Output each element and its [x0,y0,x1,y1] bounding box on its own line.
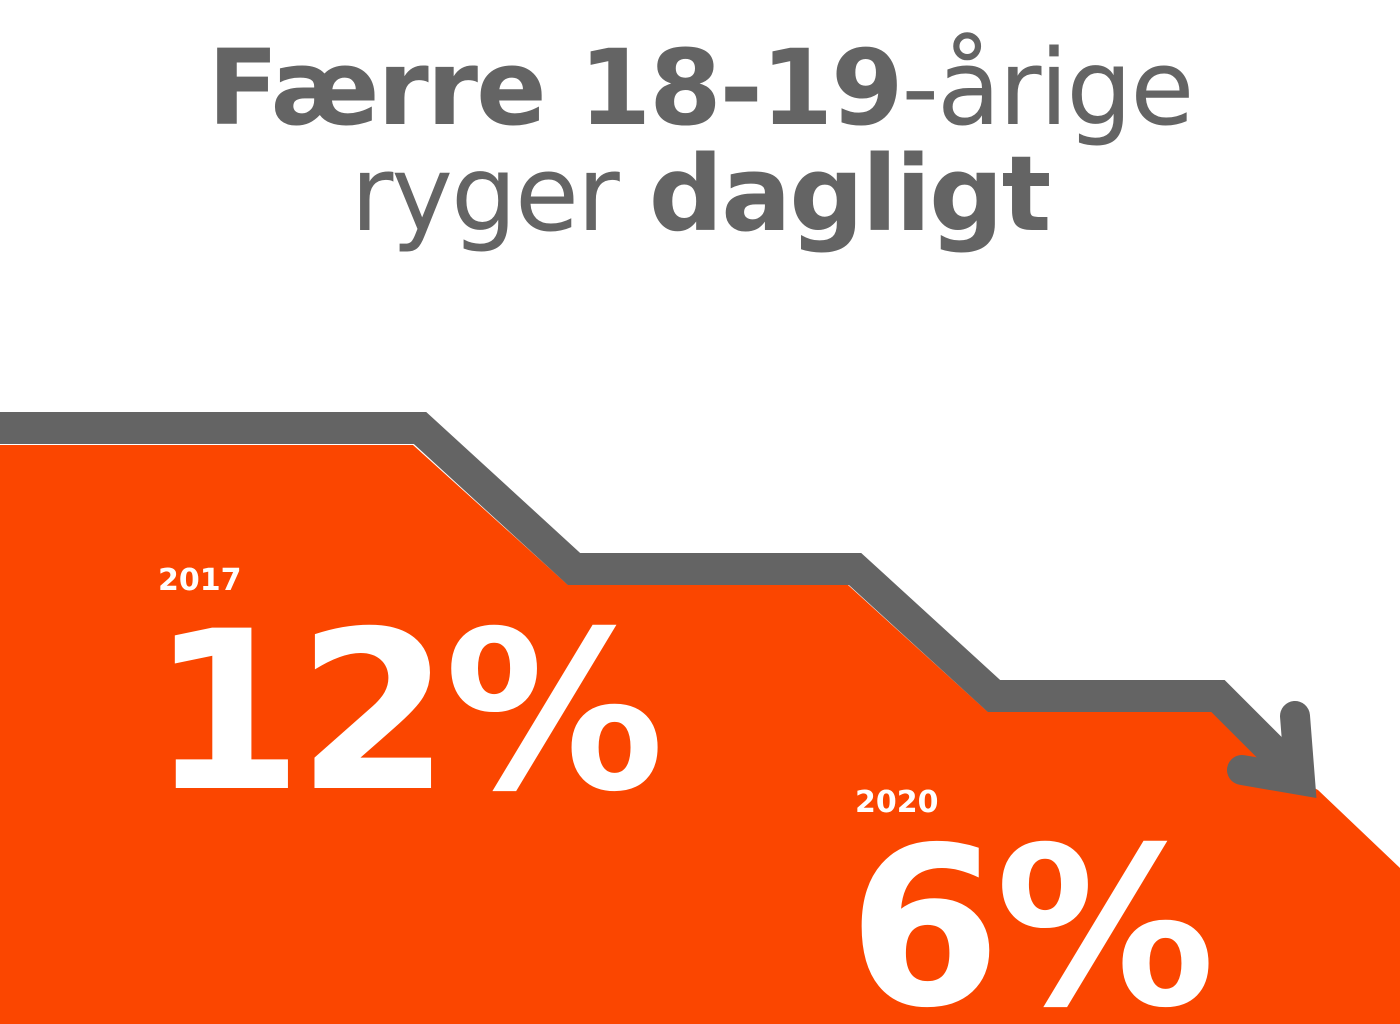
title-line: Færre 18-19-årige [208,27,1193,149]
orange-area [0,445,1400,1024]
stat-value: 12% [150,584,659,840]
arrow-head [1227,701,1317,799]
year-label: 2017 [158,563,242,598]
trend-line [0,412,1304,782]
title-segment: ryger [351,133,649,255]
year-label: 2020 [855,785,939,820]
stat-value: 6% [848,800,1210,1024]
title-segment: dagligt [649,133,1050,255]
title-line: ryger dagligt [351,133,1050,255]
title-segment: -årige [901,27,1192,149]
title-segment: Færre 18-19 [208,27,902,149]
